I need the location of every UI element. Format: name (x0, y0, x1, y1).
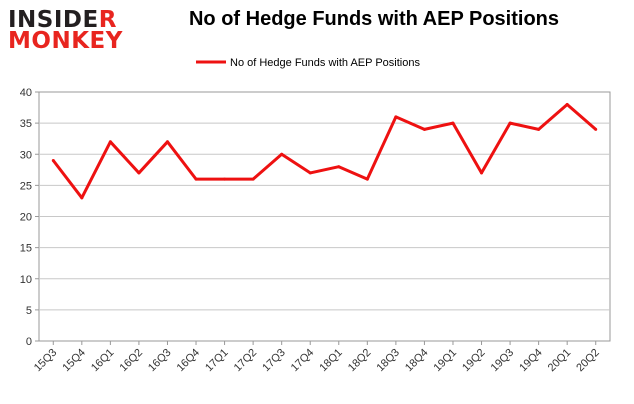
data-point-19Q3 (508, 121, 512, 125)
x-tick-label-18Q4: 18Q4 (403, 347, 431, 375)
legend: No of Hedge Funds with AEP Positions (196, 57, 420, 69)
y-tick-label-15: 15 (20, 243, 32, 255)
x-axis-tick-labels: 15Q3 15Q4 16Q1 16Q2 16Q3 16Q4 17Q1 17Q2 17Q3 17Q4… (32, 341, 602, 374)
data-point-18Q2 (365, 177, 369, 181)
y-axis-tick-labels: 0 5 10 15 20 25 30 35 40 (20, 87, 39, 348)
x-tick-label-16Q3: 16Q3 (146, 347, 174, 375)
x-tick-label-17Q1: 17Q1 (203, 347, 231, 375)
data-point-18Q4 (422, 127, 426, 131)
x-tick-label-15Q4: 15Q4 (60, 347, 88, 375)
data-point-16Q4 (194, 177, 198, 181)
data-point-19Q4 (537, 127, 541, 131)
x-tick-label-17Q2: 17Q2 (232, 347, 260, 375)
x-tick-label-19Q1: 19Q1 (432, 347, 460, 375)
x-tick-label-15Q3: 15Q3 (32, 347, 60, 375)
data-point-17Q1 (223, 177, 227, 181)
data-point-15Q3 (51, 158, 55, 162)
logo-text-insider: INSIDER (8, 7, 117, 33)
data-point-17Q3 (280, 152, 284, 156)
x-tick-label-17Q4: 17Q4 (289, 347, 317, 375)
x-tick-label-19Q4: 19Q4 (517, 347, 545, 375)
data-point-16Q1 (108, 140, 112, 144)
y-tick-label-25: 25 (20, 180, 32, 192)
legend-label: No of Hedge Funds with AEP Positions (230, 57, 420, 69)
data-point-19Q2 (480, 171, 484, 175)
x-tick-label-19Q3: 19Q3 (489, 347, 517, 375)
insider-monkey-logo: INSIDER MONKEY (8, 7, 123, 54)
y-tick-label-35: 35 (20, 118, 32, 130)
data-point-15Q4 (80, 196, 84, 200)
data-point-17Q4 (308, 171, 312, 175)
x-tick-label-20Q2: 20Q2 (574, 347, 602, 375)
y-tick-label-5: 5 (26, 305, 32, 317)
y-tick-label-20: 20 (20, 212, 32, 224)
x-tick-label-17Q3: 17Q3 (260, 347, 288, 375)
y-tick-label-40: 40 (20, 87, 32, 99)
logo-text-monkey: MONKEY (8, 28, 123, 54)
x-tick-label-18Q3: 18Q3 (374, 347, 402, 375)
data-point-18Q1 (337, 165, 341, 169)
data-point-16Q3 (165, 140, 169, 144)
x-tick-label-16Q1: 16Q1 (89, 347, 117, 375)
series-line-0 (52, 102, 597, 200)
data-point-20Q1 (565, 102, 569, 106)
data-point-18Q3 (394, 115, 398, 119)
y-tick-label-10: 10 (20, 274, 32, 286)
chart-title: No of Hedge Funds with AEP Positions (188, 8, 559, 30)
x-tick-label-19Q2: 19Q2 (460, 347, 488, 375)
x-tick-label-18Q1: 18Q1 (317, 347, 345, 375)
x-tick-label-16Q4: 16Q4 (175, 347, 203, 375)
y-tick-label-0: 0 (26, 336, 32, 348)
y-tick-label-30: 30 (20, 149, 32, 161)
x-tick-label-16Q2: 16Q2 (118, 347, 146, 375)
data-point-19Q1 (451, 121, 455, 125)
x-tick-label-20Q1: 20Q1 (546, 347, 574, 375)
data-point-17Q2 (251, 177, 255, 181)
series-lines (51, 102, 598, 200)
data-point-20Q2 (594, 127, 598, 131)
x-tick-label-18Q2: 18Q2 (346, 347, 374, 375)
data-point-16Q2 (137, 171, 141, 175)
